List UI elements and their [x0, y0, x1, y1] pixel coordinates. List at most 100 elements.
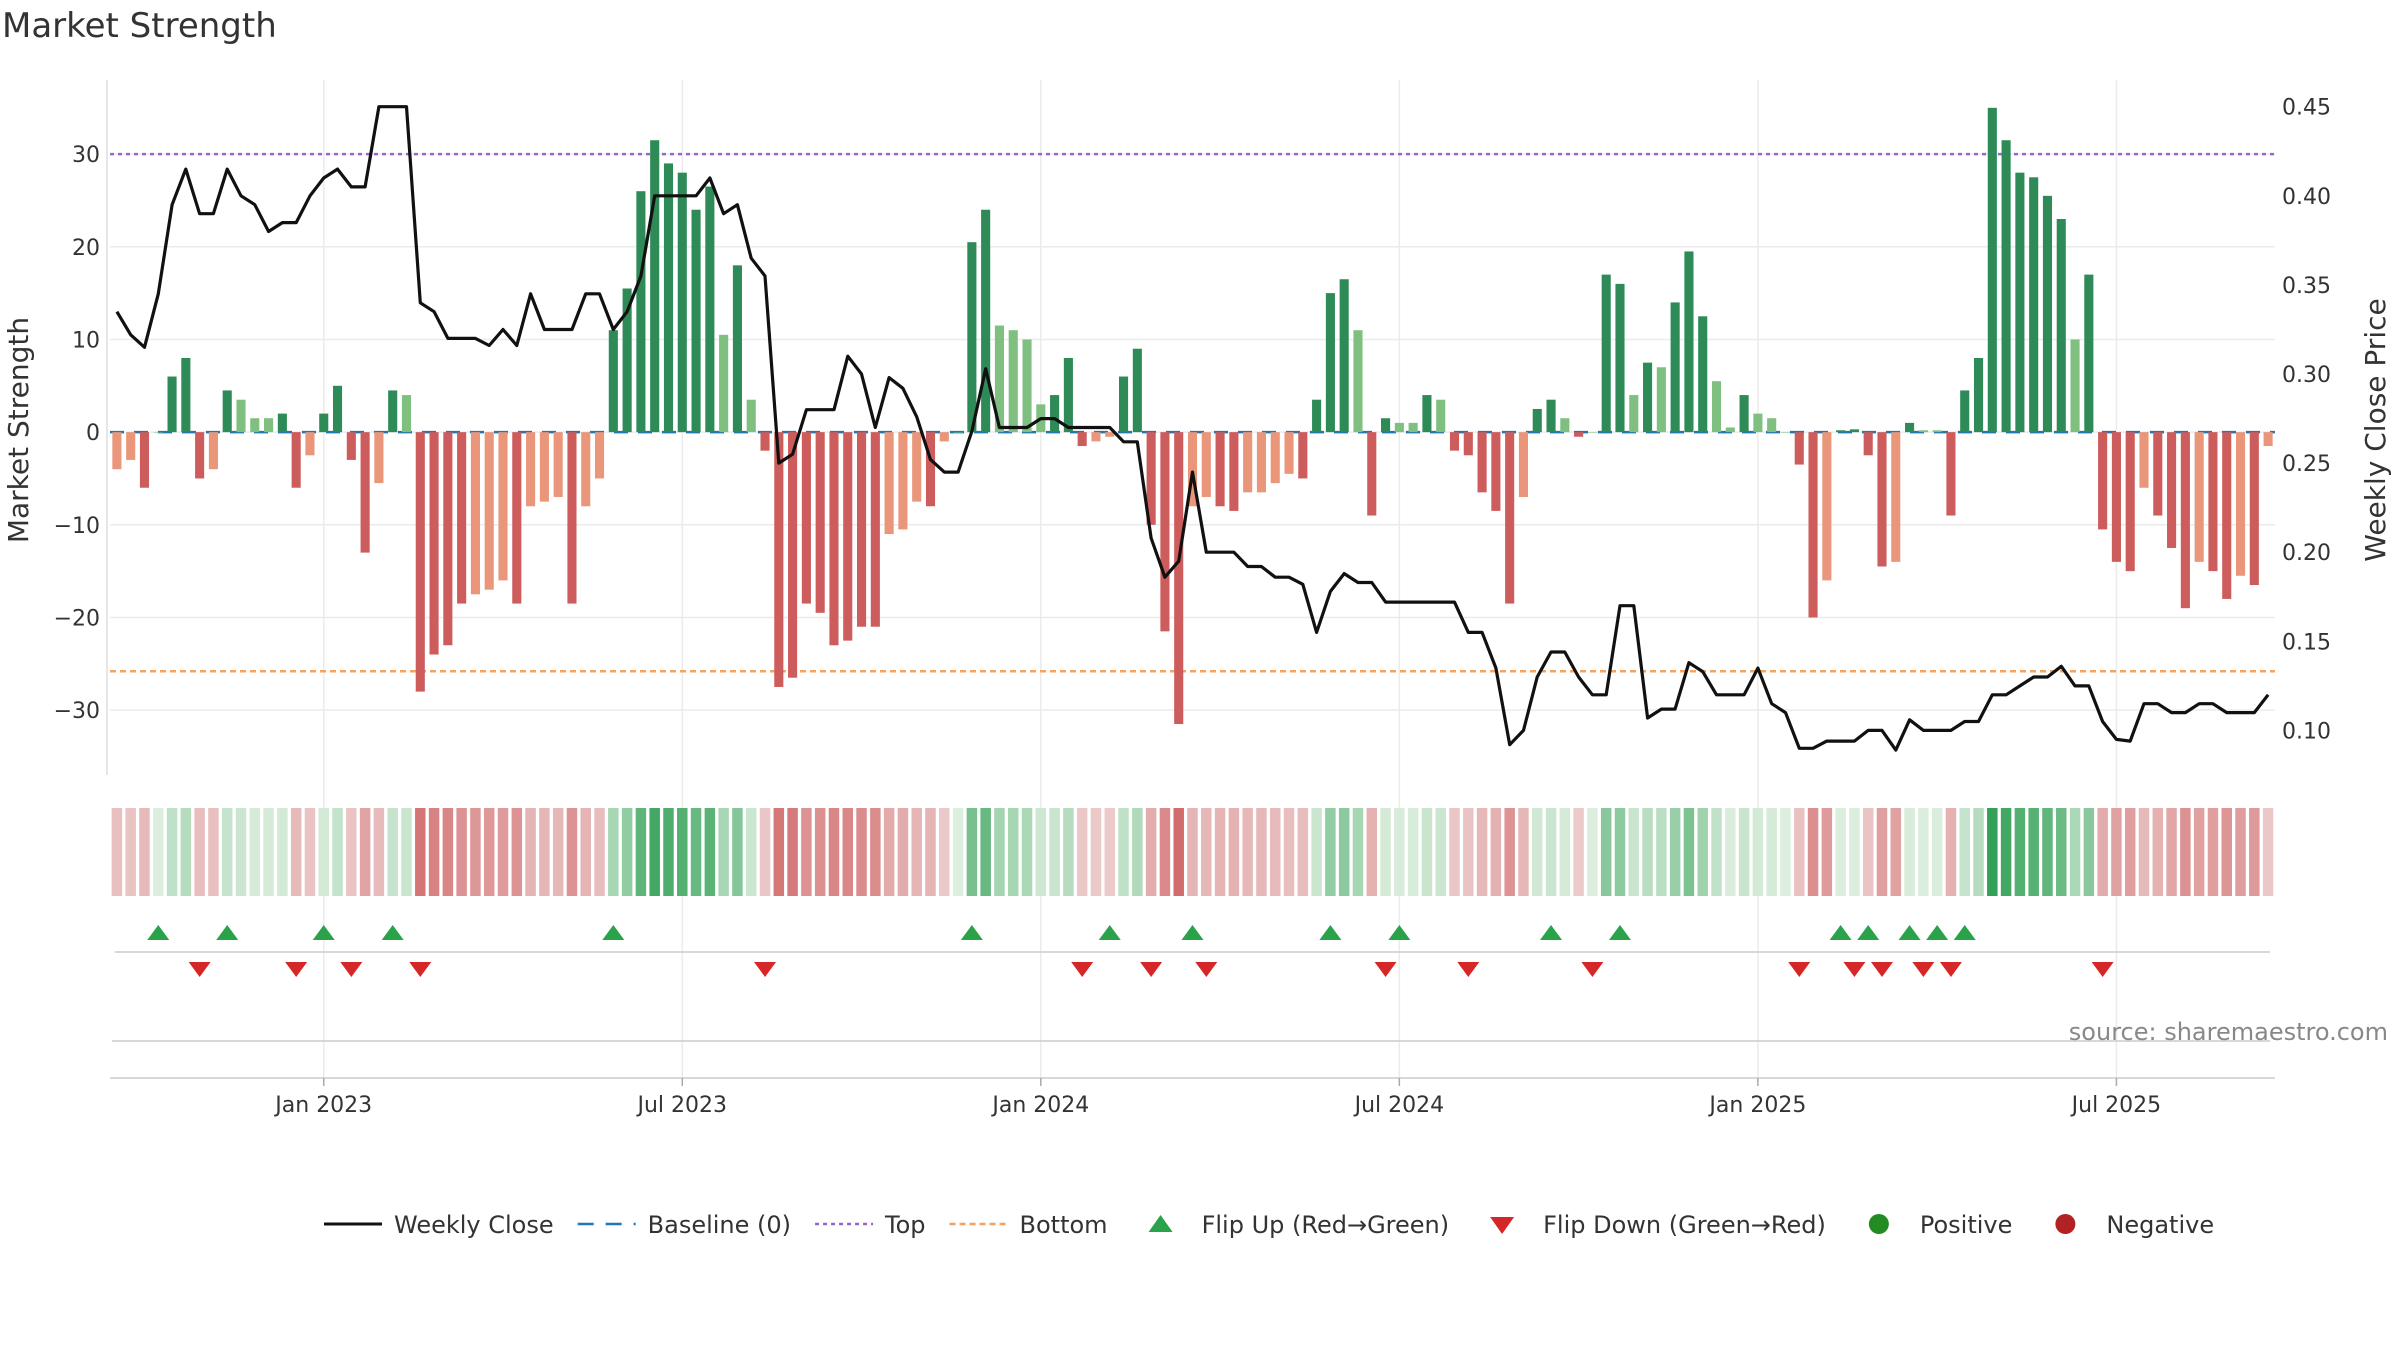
heat-cell: [346, 808, 357, 896]
legend-label: Negative: [2106, 1211, 2214, 1239]
strength-bar: [1863, 432, 1873, 456]
heat-cell: [2124, 808, 2136, 896]
flip-down-marker: [1843, 962, 1866, 977]
strength-bar: [553, 432, 563, 497]
heat-cell: [2249, 808, 2260, 896]
strength-bar: [1753, 413, 1763, 433]
strength-bar: [691, 209, 701, 433]
heat-cell: [2138, 808, 2150, 896]
heat-cell: [2152, 808, 2164, 896]
legend-item: Negative: [2055, 1211, 2214, 1239]
heat-cell: [1214, 808, 1226, 896]
flip-down-marker: [1374, 962, 1397, 977]
heat-cell: [2111, 808, 2122, 896]
heat-cell: [1090, 808, 1102, 896]
strength-bar: [539, 432, 549, 502]
heat-cell: [442, 808, 454, 896]
strength-bar: [1601, 274, 1611, 433]
strength-bar: [1877, 432, 1887, 567]
strength-bar: [1422, 395, 1432, 433]
strength-bar: [250, 418, 260, 433]
flip-down-marker: [409, 962, 432, 977]
heat-cell: [263, 808, 274, 896]
heat-cell: [2028, 808, 2039, 896]
heat-cell: [883, 808, 895, 896]
strength-bar: [2249, 432, 2259, 586]
heat-cell: [552, 808, 564, 896]
strength-bar: [1022, 339, 1032, 433]
heat-cell: [2235, 808, 2246, 896]
heat-cell: [690, 808, 702, 896]
strength-bar: [1684, 251, 1694, 433]
heat-cell: [1325, 808, 1336, 896]
heat-cell: [718, 808, 729, 896]
strength-bar: [746, 399, 756, 433]
strength-bar: [332, 385, 343, 433]
legend-item: Flip Up (Red→Green): [1148, 1211, 1449, 1239]
heat-cell: [470, 808, 481, 896]
strength-bar: [912, 432, 922, 502]
strength-bar: [153, 432, 163, 433]
strength-bar: [1891, 432, 1901, 562]
heat-cell: [1421, 808, 1433, 896]
heat-cell: [249, 808, 261, 896]
heat-cell: [180, 808, 192, 896]
strength-bar: [801, 432, 811, 604]
x-tick-label: Jul 2024: [1353, 1093, 1445, 1118]
heat-cell: [1311, 808, 1322, 896]
strength-bar: [567, 432, 577, 604]
strength-bar: [1822, 432, 1832, 581]
flip-down-marker: [1140, 962, 1163, 977]
legend-label: Positive: [1920, 1211, 2013, 1239]
strength-bar: [195, 432, 205, 479]
heat-cell: [2221, 808, 2232, 896]
strength-bar: [2235, 432, 2246, 576]
heat-cell: [1573, 808, 1584, 896]
strength-bar: [594, 432, 605, 479]
y-tick-right: 0.25: [2282, 452, 2331, 477]
y-tick-left: 0: [86, 421, 100, 446]
heat-cell: [1187, 808, 1198, 896]
strength-bar: [2208, 432, 2218, 572]
flip-up-marker: [216, 925, 239, 940]
heat-cell: [1063, 808, 1074, 896]
strength-bar: [1767, 418, 1777, 433]
legend-item: Baseline (0): [577, 1211, 791, 1239]
y-tick-right: 0.30: [2282, 363, 2331, 388]
heat-cell: [2083, 808, 2095, 896]
strength-bar: [581, 432, 591, 507]
heat-cell: [814, 808, 826, 896]
heat-cell: [2180, 808, 2191, 896]
heat-cell: [1656, 808, 1667, 896]
heat-cell: [1407, 808, 1419, 896]
legend-label: Flip Down (Green→Red): [1543, 1211, 1826, 1239]
strength-bars: [112, 107, 2273, 725]
heat-cell: [277, 808, 288, 896]
strength-bar: [1918, 430, 1928, 433]
heat-cell: [1352, 808, 1364, 896]
heat-cell: [1035, 808, 1047, 896]
strength-bar: [1670, 302, 1680, 433]
heat-cell: [1283, 808, 1295, 896]
flip-down-marker: [1581, 962, 1604, 977]
legend-label: Bottom: [1020, 1211, 1108, 1239]
heat-cell: [759, 808, 771, 896]
strength-bar: [208, 432, 218, 470]
strength-bar: [1477, 432, 1487, 493]
heat-cell: [1394, 808, 1405, 896]
strength-bar: [1518, 432, 1529, 497]
y-axis-right-label: Weekly Close Price: [2359, 298, 2392, 561]
strength-bar: [1353, 330, 1363, 433]
legend-item: Bottom: [949, 1211, 1108, 1239]
heat-cell: [1504, 808, 1515, 896]
strength-bar: [1436, 399, 1446, 433]
heat-cell: [1463, 808, 1474, 896]
strength-bar: [1256, 432, 1266, 493]
heat-cell: [456, 808, 467, 896]
heat-cell: [1738, 808, 1750, 896]
heat-cell: [897, 808, 909, 896]
strength-bar: [1008, 330, 1018, 433]
heat-cell: [1600, 808, 1612, 896]
flip-up-marker: [1857, 925, 1880, 940]
heat-cell: [1628, 808, 1640, 896]
